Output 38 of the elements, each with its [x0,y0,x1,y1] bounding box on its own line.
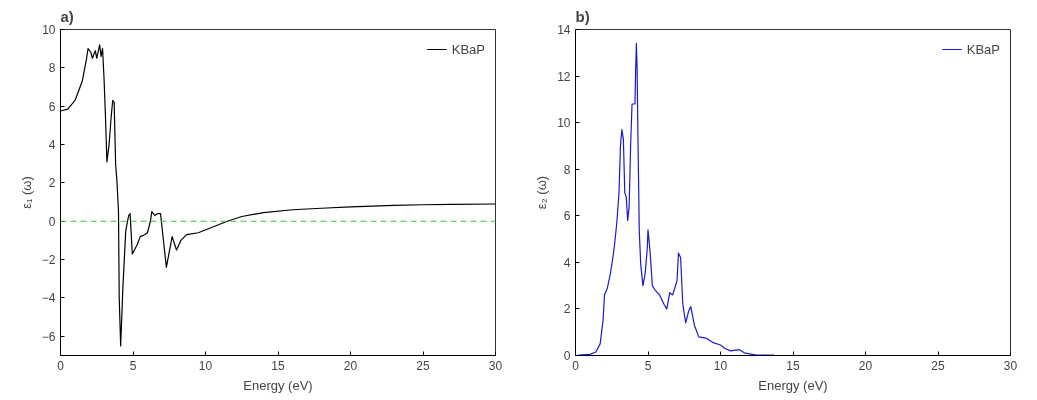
x-tick-label: 10 [713,358,728,373]
y-tick-label: 8 [563,162,571,177]
y-axis-title: ε₁ (ω) [18,176,34,209]
y-tick-label: 10 [557,116,571,131]
y-axis-title: ε₂ (ω) [534,175,550,210]
x-tick-label: 20 [343,358,358,373]
legend-label: KBaP [451,41,485,57]
y-tick-label: 6 [563,209,571,224]
y-tick-label: 12 [557,69,571,84]
y-tick-label: 14 [557,23,571,37]
x-tick-label: 10 [198,358,213,373]
y-tick-label: 2 [48,176,56,191]
x-axis-title: Energy (eV) [243,377,313,393]
y-tick-label: 4 [563,255,571,270]
x-tick-label: 30 [1003,358,1018,373]
y-tick-label: −2 [41,253,56,268]
y-tick-label: 4 [48,138,56,153]
x-tick-label: 25 [931,358,945,373]
y-tick-label: 10 [42,23,56,37]
x-tick-label: 5 [644,358,652,373]
y-tick-label: 2 [563,302,571,317]
chart-title: b) [575,7,590,25]
legend-label: KBaP [966,41,1000,57]
y-tick-label: 6 [48,99,56,114]
x-tick-label: 5 [129,358,137,373]
y-tick-label: −4 [41,291,56,306]
x-axis-title: Energy (eV) [758,377,828,393]
x-tick-label: 15 [271,358,285,373]
x-tick-label: 20 [858,358,873,373]
y-tick-label: 8 [48,61,56,76]
x-tick-label: 25 [416,358,430,373]
chart-title: a) [60,7,74,25]
x-tick-label: 15 [786,358,800,373]
x-tick-label: 30 [488,358,503,373]
line-series [577,42,775,356]
y-tick-label: −6 [41,329,56,344]
y-tick-label: 0 [48,214,56,229]
y-tick-label: 0 [563,349,571,363]
